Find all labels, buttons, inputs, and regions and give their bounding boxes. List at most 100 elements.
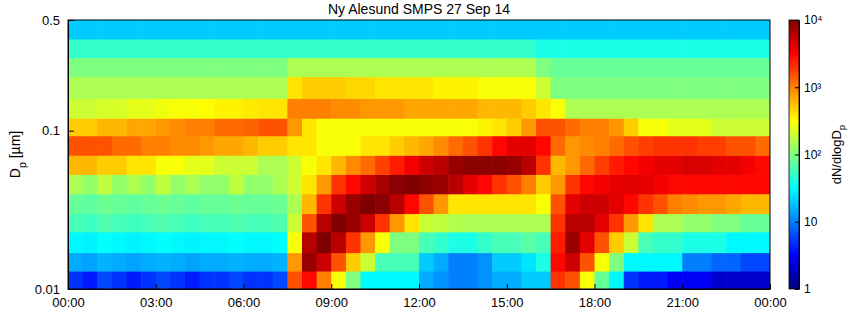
cell (463, 20, 478, 39)
cell (565, 155, 580, 175)
cell (448, 194, 463, 214)
cell (580, 232, 595, 253)
cell (521, 20, 536, 39)
cell (565, 174, 580, 194)
cell (317, 174, 332, 194)
cell (741, 194, 756, 214)
cell (258, 98, 273, 118)
cell (697, 39, 712, 58)
cell (214, 155, 229, 175)
cell (638, 20, 653, 39)
cell (419, 253, 434, 272)
cell (755, 155, 770, 175)
cell (697, 253, 712, 272)
cell (595, 39, 610, 58)
cell (229, 98, 244, 118)
cell (624, 155, 639, 175)
cell (200, 136, 215, 156)
colorbar-axis-line (799, 21, 800, 290)
cell (580, 57, 595, 77)
cell (141, 253, 156, 272)
cell (390, 232, 405, 253)
cell (755, 232, 770, 253)
cell (68, 57, 83, 77)
cell (258, 194, 273, 214)
cell (112, 232, 127, 253)
cell (565, 271, 580, 289)
y-tick: 0.1 (42, 123, 74, 138)
cell (682, 271, 697, 289)
cell (390, 57, 405, 77)
cell (653, 76, 668, 98)
cell (712, 174, 727, 194)
cell (668, 174, 683, 194)
cell (229, 136, 244, 156)
cell (565, 98, 580, 118)
cell (287, 174, 302, 194)
cell (287, 253, 302, 272)
cell (112, 57, 127, 77)
cell (273, 136, 288, 156)
cell (302, 39, 317, 58)
x-tick: 06:00 (228, 284, 261, 310)
cell (595, 253, 610, 272)
cell (624, 39, 639, 58)
cell (68, 174, 83, 194)
cell (287, 57, 302, 77)
cell (521, 98, 536, 118)
cell (317, 213, 332, 232)
cell (200, 20, 215, 39)
cell (521, 253, 536, 272)
cell (507, 213, 522, 232)
cell (273, 174, 288, 194)
cell (83, 39, 98, 58)
cell (127, 271, 142, 289)
cell (755, 271, 770, 289)
cell (463, 76, 478, 98)
cell (68, 253, 83, 272)
cell (682, 76, 697, 98)
cell (331, 174, 346, 194)
cell (375, 213, 390, 232)
cell (68, 271, 83, 289)
x-tick: 18:00 (579, 284, 612, 310)
cell (595, 57, 610, 77)
cell (331, 20, 346, 39)
cell (156, 174, 171, 194)
cell (755, 213, 770, 232)
y-axis-line (68, 21, 69, 290)
cell (741, 253, 756, 272)
cell (609, 20, 624, 39)
cell (200, 118, 215, 136)
cell (551, 39, 566, 58)
cell (141, 39, 156, 58)
cell (302, 136, 317, 156)
cell (331, 39, 346, 58)
cell (170, 232, 185, 253)
cell (580, 39, 595, 58)
cell (755, 174, 770, 194)
cell (229, 155, 244, 175)
cell (492, 20, 507, 39)
cell (83, 57, 98, 77)
plot-area (68, 20, 770, 289)
cell (170, 253, 185, 272)
cell (609, 174, 624, 194)
cell (434, 155, 449, 175)
cell (521, 232, 536, 253)
cell (741, 174, 756, 194)
cell (200, 271, 215, 289)
cell (638, 194, 653, 214)
cell (682, 213, 697, 232)
x-tick: 12:00 (403, 284, 436, 310)
cell (127, 20, 142, 39)
cell (463, 118, 478, 136)
cell (200, 174, 215, 194)
cell (68, 76, 83, 98)
cell (170, 174, 185, 194)
cell (624, 253, 639, 272)
x-tick-mark (595, 284, 596, 289)
cell (726, 155, 741, 175)
cell (390, 213, 405, 232)
cell (317, 118, 332, 136)
